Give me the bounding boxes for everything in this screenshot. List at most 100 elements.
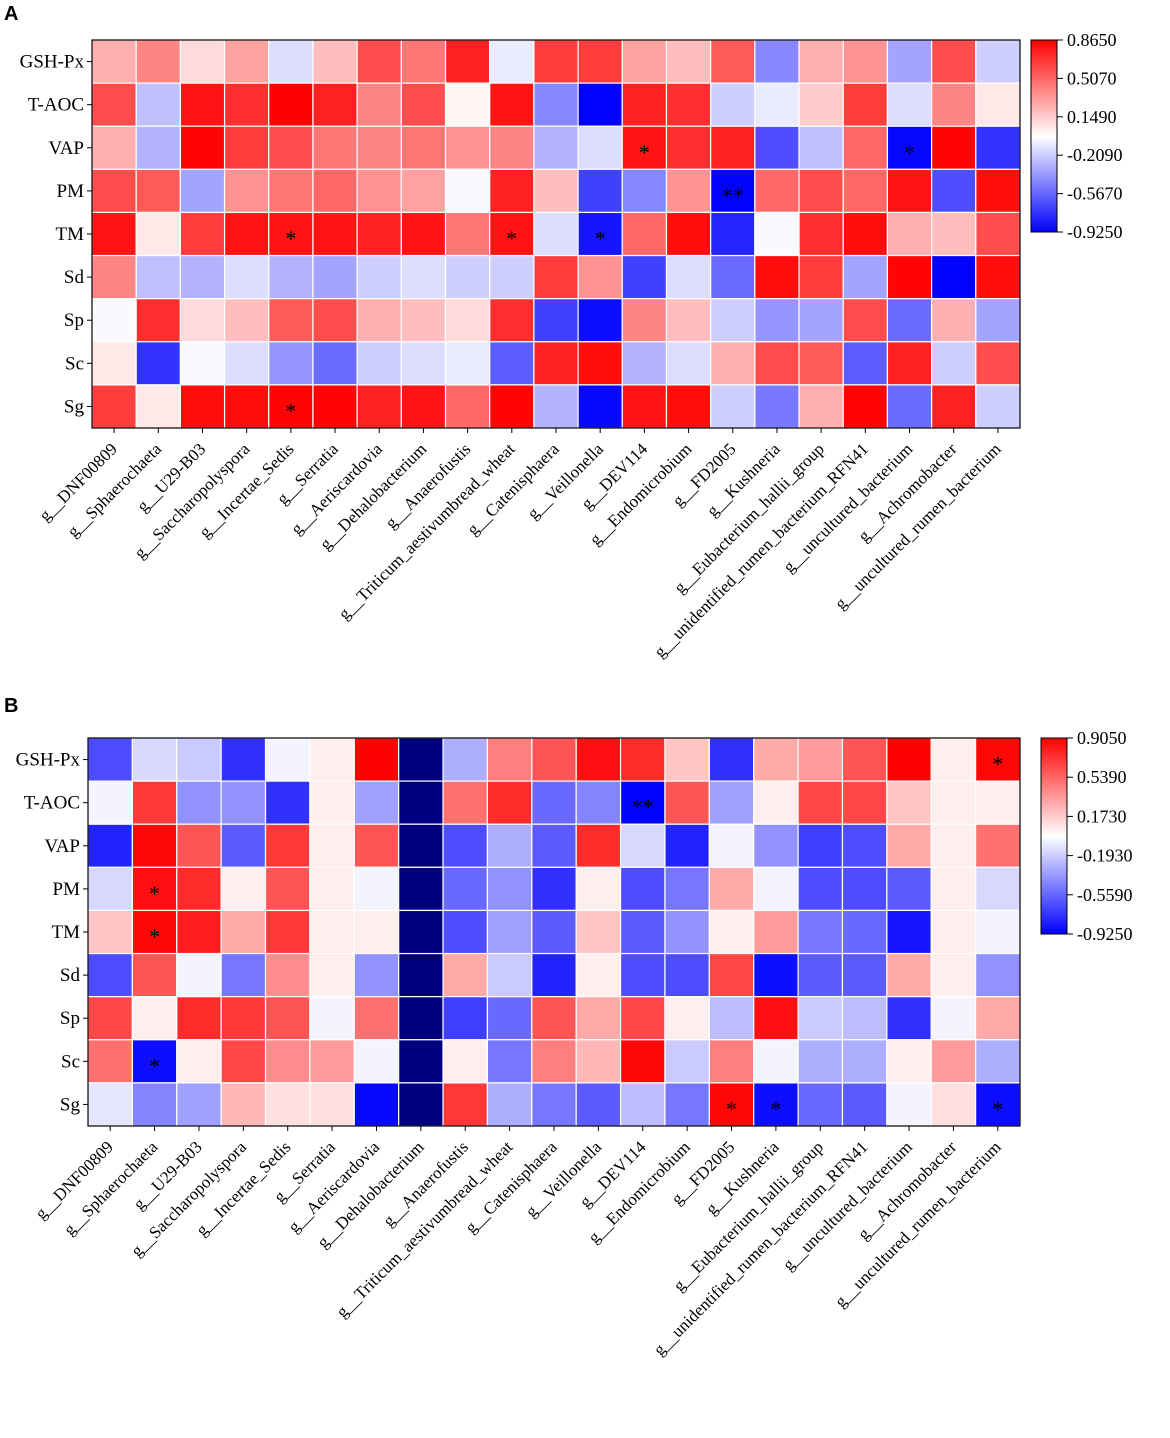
- heatmap-cell: [176, 866, 222, 912]
- heatmap-cell: [841, 737, 888, 782]
- heatmap-cell: [841, 780, 888, 825]
- row-label: Sc: [65, 353, 84, 374]
- heatmap-cell: [710, 298, 756, 343]
- colorbar-tick-label: -0.9250: [1067, 222, 1123, 242]
- heatmap-cell: [886, 780, 932, 825]
- row-label: GSH-Px: [20, 52, 85, 73]
- heatmap-cell: [754, 254, 800, 300]
- heatmap-cell: [356, 384, 402, 429]
- heatmap-cell: [841, 1039, 888, 1084]
- heatmap-cell: [930, 823, 977, 868]
- heatmap-cell: [575, 996, 622, 1041]
- heatmap-cell: [842, 125, 889, 170]
- heatmap-cell: [975, 866, 1021, 912]
- heatmap-cell: [353, 737, 400, 782]
- heatmap-cell: [353, 823, 400, 868]
- heatmap-cell: [131, 1082, 178, 1127]
- heatmap-cell: [533, 39, 579, 84]
- heatmap-cell: [489, 298, 535, 343]
- heatmap-cell: [356, 125, 402, 170]
- heatmap-cell: [135, 82, 181, 127]
- heatmap-cell: [797, 1082, 844, 1127]
- row-label: T-AOC: [24, 793, 80, 814]
- heatmap-cell: [664, 996, 710, 1041]
- heatmap-cell: [975, 780, 1021, 825]
- heatmap-cell: [312, 125, 358, 170]
- heatmap-cell: [931, 298, 977, 343]
- heatmap-cell: [87, 866, 133, 912]
- significance-marker: *: [992, 1096, 1003, 1121]
- heatmap-cell: [975, 39, 1021, 84]
- heatmap-cell: [220, 1039, 267, 1084]
- significance-marker: *: [285, 398, 296, 423]
- heatmap-cell: [533, 384, 579, 429]
- heatmap-cell: [356, 39, 402, 84]
- heatmap-cell: [179, 341, 226, 386]
- heatmap-cell: [223, 82, 270, 127]
- heatmap-cell: [312, 341, 358, 386]
- heatmap-cells: [87, 737, 1021, 1127]
- heatmap-panel-b: B******* * *GSH-PxT-AOCVAPPMTMSdSpScSgg__D…: [4, 695, 1133, 1359]
- heatmap-cell: [931, 341, 977, 386]
- heatmap-cell: [621, 384, 668, 429]
- colorbar: [1040, 737, 1068, 935]
- panel-label: A: [4, 3, 18, 25]
- heatmap-cell: [400, 211, 447, 257]
- heatmap-cell: [708, 823, 755, 868]
- heatmap-cell: [220, 952, 267, 998]
- heatmap-cell: [176, 1082, 222, 1127]
- heatmap-cell: [619, 1039, 666, 1084]
- heatmap-cell: [400, 168, 447, 214]
- heatmap-cell: [621, 39, 668, 84]
- heatmap-cell: [664, 1082, 710, 1127]
- heatmap-cell: [264, 909, 311, 955]
- heatmap-cell: [665, 39, 712, 84]
- heatmap-cell: [356, 168, 402, 214]
- heatmap-cell: [398, 737, 444, 782]
- heatmap-cell: [842, 341, 889, 386]
- heatmap-cell: [708, 996, 755, 1041]
- heatmap-cell: [442, 866, 489, 912]
- heatmap-cell: [220, 909, 267, 955]
- heatmap-cell: [710, 82, 756, 127]
- heatmap-cell: [533, 82, 579, 127]
- heatmap-cell: [621, 125, 668, 170]
- heatmap-cell: [886, 125, 933, 170]
- heatmap-cell: [309, 1039, 355, 1084]
- heatmap-cell: [710, 341, 756, 386]
- heatmap-cell: [135, 384, 181, 429]
- heatmap-cell: [176, 909, 222, 955]
- heatmap-cell: [135, 168, 181, 214]
- heatmap-cell: [444, 384, 491, 429]
- heatmap-cell: [87, 996, 133, 1041]
- heatmap-cell: [176, 737, 222, 782]
- heatmap-cell: [223, 384, 270, 429]
- heatmap-cell: [841, 1082, 888, 1127]
- colorbar-tick-label: -0.9250: [1077, 924, 1133, 944]
- heatmap-cell: [886, 254, 933, 300]
- heatmap-cell: [353, 952, 400, 998]
- colorbar-tick-label: 0.1490: [1067, 107, 1117, 127]
- heatmap-cell: [489, 125, 535, 170]
- heatmap-cell: [575, 737, 622, 782]
- heatmap-cell: [223, 39, 270, 84]
- heatmap-cell: [309, 952, 355, 998]
- heatmap-cell: [886, 737, 932, 782]
- heatmap-cell: [886, 211, 933, 257]
- heatmap-cell: [442, 996, 489, 1041]
- row-label: Sc: [61, 1051, 80, 1072]
- row-label: PM: [53, 879, 81, 900]
- heatmap-cell: [486, 952, 533, 998]
- heatmap-cell: [621, 298, 668, 343]
- heatmap-cell: [621, 341, 668, 386]
- row-label: Sp: [60, 1008, 80, 1029]
- heatmap-cell: [87, 1039, 133, 1084]
- row-label: TM: [56, 224, 85, 245]
- heatmap-cell: [798, 341, 844, 386]
- heatmap-cell: [665, 168, 712, 214]
- heatmap-cell: [398, 823, 444, 868]
- heatmap-cell: [264, 737, 311, 782]
- heatmap-cell: [531, 996, 577, 1041]
- heatmap-cell: [664, 780, 710, 825]
- significance-marker: **: [632, 795, 654, 820]
